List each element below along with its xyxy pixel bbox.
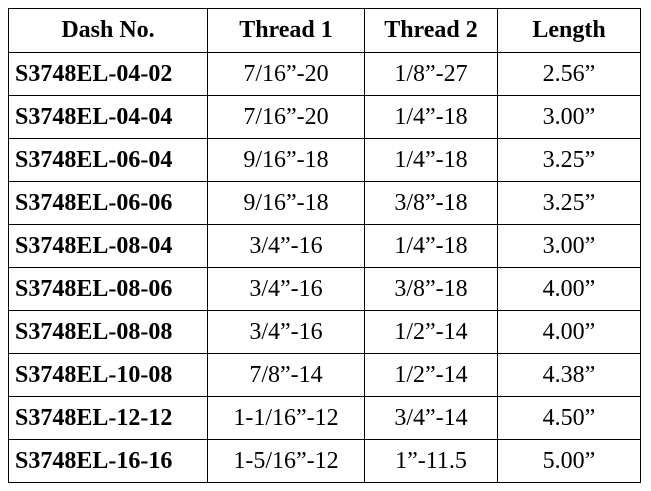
cell: 1-5/16”-12 bbox=[207, 439, 365, 483]
cell: 2.56” bbox=[497, 52, 641, 96]
header-row: Dash No. Thread 1 Thread 2 Length bbox=[8, 8, 641, 53]
cell: 1/4”-18 bbox=[364, 138, 498, 182]
cell: 1-1/16”-12 bbox=[207, 396, 365, 440]
cell: 3/4”-16 bbox=[207, 310, 365, 354]
cell: 3.25” bbox=[497, 138, 641, 182]
table-row: S3748EL-04-04 7/16”-20 1/4”-18 3.00” bbox=[8, 95, 641, 139]
cell: 1/2”-14 bbox=[364, 310, 498, 354]
table-body: S3748EL-04-02 7/16”-20 1/8”-27 2.56” S3748EL… bbox=[8, 52, 641, 483]
cell: 1/8”-27 bbox=[364, 52, 498, 96]
dash-number: S3748EL-16-16 bbox=[8, 439, 208, 483]
cell: 3/4”-16 bbox=[207, 224, 365, 268]
cell: 4.00” bbox=[497, 267, 641, 311]
spec-table: Dash No. Thread 1 Thread 2 Length S3748EL-0… bbox=[8, 8, 641, 483]
table-header: Dash No. Thread 1 Thread 2 Length bbox=[8, 8, 641, 53]
dash-number: S3748EL-04-04 bbox=[8, 95, 208, 139]
table-row: S3748EL-08-04 3/4”-16 1/4”-18 3.00” bbox=[8, 224, 641, 268]
cell: 7/16”-20 bbox=[207, 95, 365, 139]
table-row: S3748EL-16-16 1-5/16”-12 1”-11.5 5.00” bbox=[8, 439, 641, 483]
dash-number: S3748EL-08-08 bbox=[8, 310, 208, 354]
table-row: S3748EL-06-04 9/16”-18 1/4”-18 3.25” bbox=[8, 138, 641, 182]
cell: 4.38” bbox=[497, 353, 641, 397]
table-row: S3748EL-10-08 7/8”-14 1/2”-14 4.38” bbox=[8, 353, 641, 397]
cell: 1/4”-18 bbox=[364, 95, 498, 139]
cell: 3.25” bbox=[497, 181, 641, 225]
cell: 5.00” bbox=[497, 439, 641, 483]
cell: 7/16”-20 bbox=[207, 52, 365, 96]
dash-number: S3748EL-06-04 bbox=[8, 138, 208, 182]
dash-number: S3748EL-08-04 bbox=[8, 224, 208, 268]
dash-number: S3748EL-12-12 bbox=[8, 396, 208, 440]
cell: 9/16”-18 bbox=[207, 181, 365, 225]
cell: 1”-11.5 bbox=[364, 439, 498, 483]
table-row: S3748EL-04-02 7/16”-20 1/8”-27 2.56” bbox=[8, 52, 641, 96]
table-row: S3748EL-06-06 9/16”-18 3/8”-18 3.25” bbox=[8, 181, 641, 225]
header-cell: Thread 1 bbox=[207, 8, 365, 53]
header-cell: Dash No. bbox=[8, 8, 208, 53]
dash-number: S3748EL-04-02 bbox=[8, 52, 208, 96]
dash-number: S3748EL-06-06 bbox=[8, 181, 208, 225]
cell: 3.00” bbox=[497, 224, 641, 268]
cell: 4.50” bbox=[497, 396, 641, 440]
dash-number: S3748EL-08-06 bbox=[8, 267, 208, 311]
cell: 4.00” bbox=[497, 310, 641, 354]
cell: 9/16”-18 bbox=[207, 138, 365, 182]
header-cell: Thread 2 bbox=[364, 8, 498, 53]
table-row: S3748EL-12-12 1-1/16”-12 3/4”-14 4.50” bbox=[8, 396, 641, 440]
cell: 1/4”-18 bbox=[364, 224, 498, 268]
dash-number: S3748EL-10-08 bbox=[8, 353, 208, 397]
table-row: S3748EL-08-06 3/4”-16 3/8”-18 4.00” bbox=[8, 267, 641, 311]
cell: 7/8”-14 bbox=[207, 353, 365, 397]
header-cell: Length bbox=[497, 8, 641, 53]
cell: 3/4”-14 bbox=[364, 396, 498, 440]
cell: 3/4”-16 bbox=[207, 267, 365, 311]
table-row: S3748EL-08-08 3/4”-16 1/2”-14 4.00” bbox=[8, 310, 641, 354]
cell: 1/2”-14 bbox=[364, 353, 498, 397]
cell: 3.00” bbox=[497, 95, 641, 139]
cell: 3/8”-18 bbox=[364, 267, 498, 311]
cell: 3/8”-18 bbox=[364, 181, 498, 225]
